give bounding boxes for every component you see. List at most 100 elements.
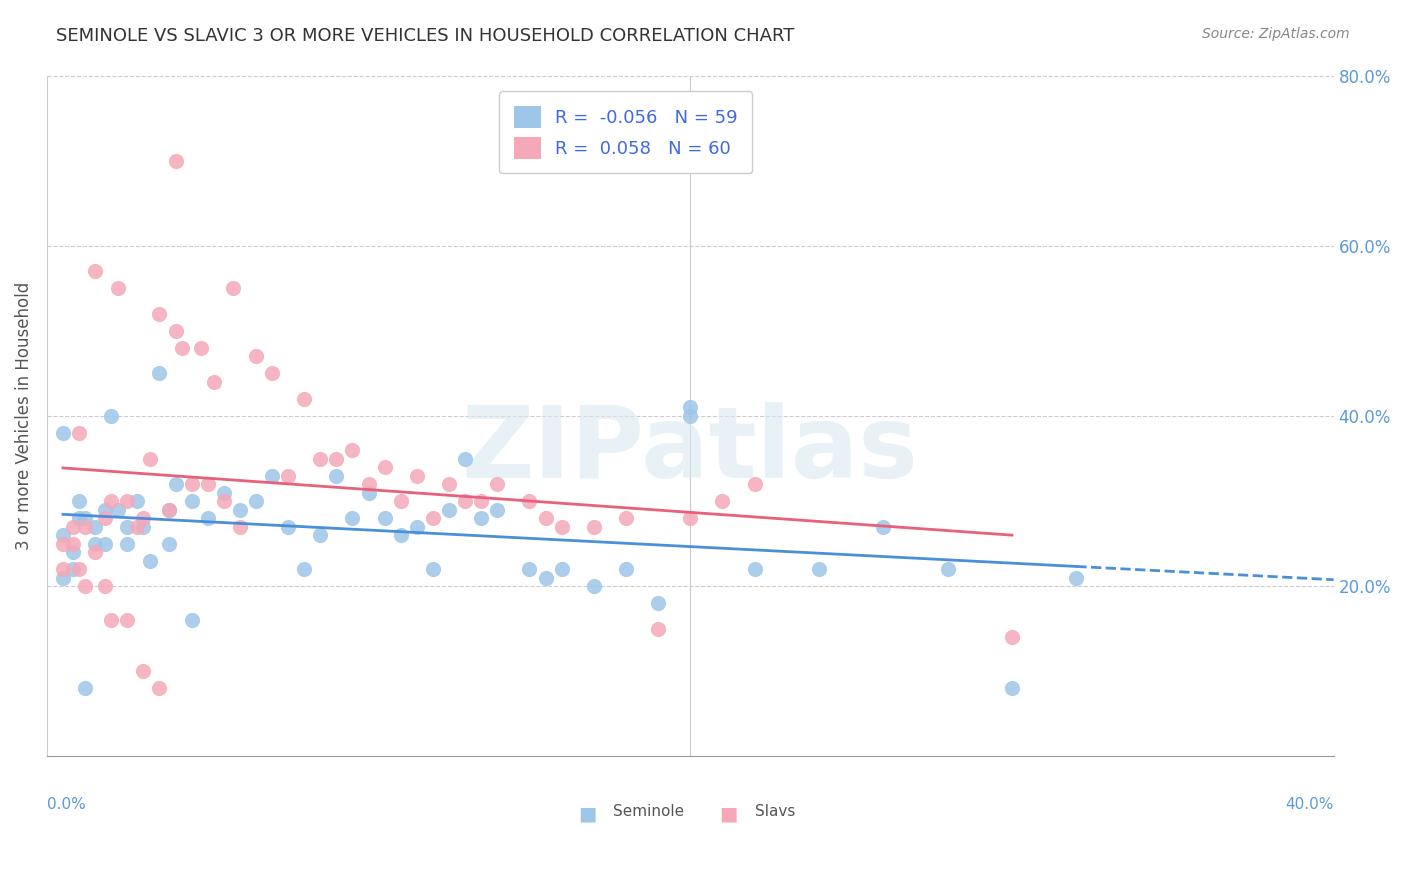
Point (75, 519, 97, 533)
Point (100, 409, 122, 423)
Point (229, 502, 252, 516)
Point (222, 281, 245, 295)
Point (534, 511, 557, 525)
Point (550, 562, 572, 576)
Point (84, 264, 107, 278)
Point (679, 401, 702, 415)
Point (148, 681, 170, 696)
Text: Source: ZipAtlas.com: Source: ZipAtlas.com (1202, 27, 1350, 41)
Text: Slavs: Slavs (755, 804, 794, 819)
Point (117, 536, 139, 550)
Text: ■: ■ (720, 804, 738, 823)
Point (94, 511, 117, 525)
Point (936, 562, 959, 576)
Point (357, 477, 380, 491)
Point (117, 613, 139, 627)
Point (157, 502, 180, 516)
Point (744, 477, 766, 491)
Point (212, 494, 235, 508)
Point (405, 519, 427, 533)
Point (614, 511, 637, 525)
Point (62, 519, 84, 533)
Point (1001, 630, 1024, 644)
Point (125, 519, 148, 533)
Point (277, 468, 299, 483)
Point (132, 519, 155, 533)
Point (486, 502, 509, 516)
Point (117, 519, 139, 533)
Point (711, 494, 734, 508)
Point (165, 153, 187, 168)
Point (422, 511, 444, 525)
Point (1001, 681, 1024, 696)
Point (100, 613, 122, 627)
Point (165, 477, 187, 491)
Point (67, 425, 90, 440)
Point (614, 562, 637, 576)
Point (165, 324, 187, 338)
Point (470, 511, 492, 525)
Point (125, 494, 148, 508)
Point (67, 494, 90, 508)
Point (325, 468, 347, 483)
Point (84, 519, 107, 533)
Point (94, 536, 117, 550)
Point (374, 460, 396, 475)
Point (117, 494, 139, 508)
Text: ■: ■ (578, 804, 596, 823)
Point (157, 536, 180, 550)
Point (94, 502, 117, 516)
Text: 40.0%: 40.0% (1285, 797, 1334, 813)
Point (550, 519, 572, 533)
Point (62, 545, 84, 559)
Point (148, 367, 170, 381)
Text: SEMINOLE VS SLAVIC 3 OR MORE VEHICLES IN HOUSEHOLD CORRELATION CHART: SEMINOLE VS SLAVIC 3 OR MORE VEHICLES IN… (56, 27, 794, 45)
Legend: R =  -0.056   N = 59, R =  0.058   N = 60: R = -0.056 N = 59, R = 0.058 N = 60 (499, 91, 752, 173)
Text: 0.0%: 0.0% (46, 797, 86, 813)
Point (132, 665, 155, 679)
Point (807, 562, 830, 576)
Point (647, 596, 669, 610)
Point (582, 579, 605, 593)
Point (422, 562, 444, 576)
Point (157, 502, 180, 516)
Point (139, 554, 162, 568)
Point (405, 468, 427, 483)
Point (374, 511, 396, 525)
Point (197, 477, 219, 491)
Point (292, 562, 315, 576)
Point (94, 579, 117, 593)
Point (75, 681, 97, 696)
Point (67, 562, 90, 576)
Point (197, 511, 219, 525)
Point (245, 494, 267, 508)
Point (75, 511, 97, 525)
Point (107, 502, 129, 516)
Point (262, 367, 284, 381)
Point (139, 451, 162, 466)
Point (229, 519, 252, 533)
Point (1064, 571, 1087, 585)
Point (454, 494, 477, 508)
Point (100, 494, 122, 508)
Point (744, 562, 766, 576)
Point (84, 536, 107, 550)
Point (454, 451, 477, 466)
Point (202, 375, 225, 389)
Point (67, 511, 90, 525)
Point (292, 392, 315, 406)
Point (389, 528, 412, 542)
Point (62, 562, 84, 576)
Point (534, 571, 557, 585)
Point (277, 519, 299, 533)
Point (309, 528, 332, 542)
Point (52, 562, 75, 576)
Point (679, 409, 702, 423)
Point (309, 451, 332, 466)
Point (679, 511, 702, 525)
Point (357, 485, 380, 500)
Point (148, 307, 170, 321)
Point (262, 468, 284, 483)
Point (212, 485, 235, 500)
Point (342, 442, 364, 457)
